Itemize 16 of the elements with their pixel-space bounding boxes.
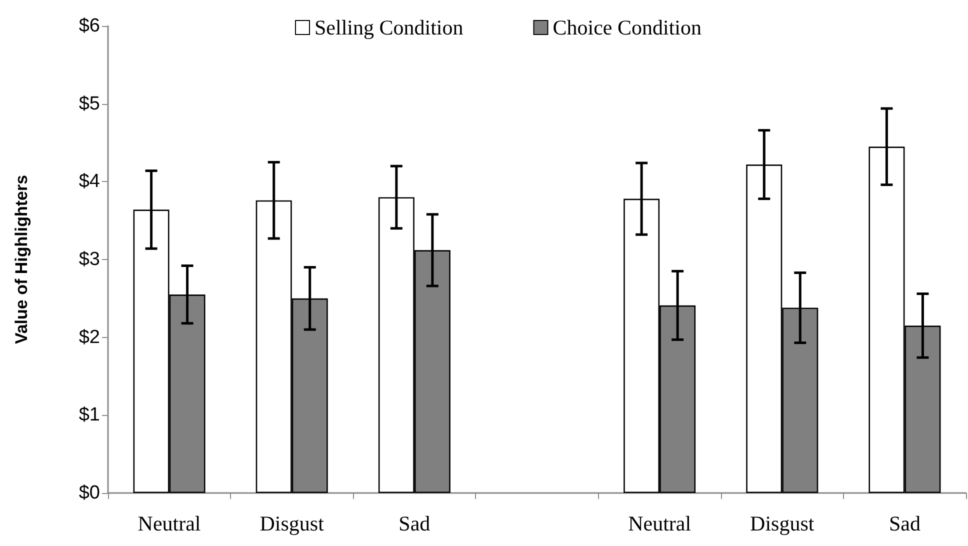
x-tick-label: Disgust [260,512,324,536]
y-tick-label: $1 [78,404,100,426]
x-tick-label: Neutral [138,512,201,536]
x-tick-label: Sad [888,512,921,536]
legend-label: Selling Condition [314,16,464,40]
y-tick-label: $3 [78,249,100,270]
x-tick-label: Disgust [750,512,814,536]
y-tick-label: $6 [78,16,100,36]
legend-label: Choice Condition [552,16,702,40]
x-tick-label: Sad [398,512,431,536]
y-tick-label: $0 [78,482,100,504]
y-tick-label: $2 [78,326,100,348]
y-tick-label: $4 [78,171,100,192]
x-tick-label: Neutral [628,512,692,536]
y-axis-title: Value of Highlighters [12,174,31,344]
y-tick-label: $5 [78,93,100,114]
